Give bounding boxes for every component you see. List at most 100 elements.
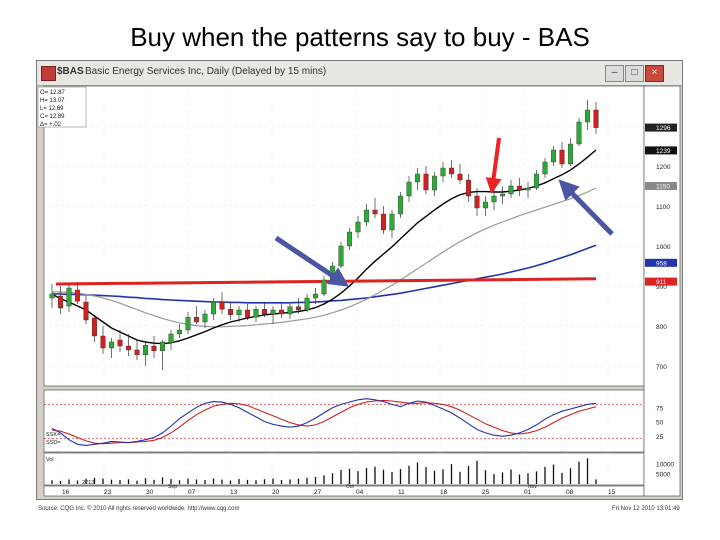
candle-body xyxy=(363,209,370,223)
window-ticker: $BAS xyxy=(57,66,84,77)
candle-body xyxy=(355,221,361,233)
price-badge xyxy=(645,182,677,190)
stochastic-tick-label: 25 xyxy=(656,434,664,441)
slide-title: Buy when the patterns say to buy - BAS xyxy=(130,22,590,52)
volume-bars xyxy=(51,458,597,484)
candle xyxy=(159,340,166,370)
candle-body xyxy=(151,345,157,352)
buy-arrow-right xyxy=(558,179,614,236)
candle xyxy=(550,146,557,166)
close-button[interactable]: × xyxy=(645,65,664,82)
ohlc-high: H= 13.07 xyxy=(40,98,65,104)
volume-tick-label: 10000 xyxy=(656,461,674,468)
candle-body xyxy=(567,143,574,165)
candle xyxy=(185,312,191,334)
candle-body xyxy=(219,301,225,310)
month-label: Oct xyxy=(346,484,354,490)
date-tick-label: 27 xyxy=(314,489,322,496)
date-tick-label: 30 xyxy=(146,489,154,496)
candle-body xyxy=(321,279,327,295)
candle xyxy=(533,170,540,190)
candle xyxy=(253,306,259,322)
price-badge xyxy=(645,146,677,155)
candle-body xyxy=(236,309,242,316)
candle xyxy=(210,298,217,320)
footer-timestamp: Fri Nov 12 2010 13:01:49 xyxy=(612,506,680,512)
candle xyxy=(49,284,55,308)
date-tick-label: 01 xyxy=(524,489,532,496)
month-label: Sep xyxy=(168,484,177,490)
candle-body xyxy=(125,345,132,351)
stochastic-label: SSK= xyxy=(46,432,60,438)
candle xyxy=(542,158,548,178)
candle xyxy=(363,204,370,226)
candle xyxy=(168,330,174,350)
candle xyxy=(567,138,574,166)
minimize-button[interactable]: – xyxy=(605,65,624,82)
candle xyxy=(482,196,489,216)
candle-body xyxy=(49,293,55,299)
candle-body xyxy=(74,289,81,302)
date-tick-label: 18 xyxy=(440,489,448,496)
candle xyxy=(465,174,472,202)
candle xyxy=(321,276,327,296)
footer-source: Source: CQG Inc. © 2010 All rights reser… xyxy=(38,506,240,512)
candle-body xyxy=(474,195,480,209)
candle xyxy=(431,172,438,196)
candle xyxy=(100,326,106,354)
candle-body xyxy=(397,195,404,215)
price-badge-label: 1150 xyxy=(656,184,670,191)
candle-body xyxy=(244,309,251,318)
stochastic-lines xyxy=(44,398,644,446)
candle-body xyxy=(159,341,166,352)
date-tick-label: 08 xyxy=(566,489,574,496)
candle xyxy=(312,288,319,304)
candle xyxy=(593,102,599,134)
candle xyxy=(236,306,242,322)
volume-value-label: 2213 xyxy=(82,480,94,486)
stochastic-slow-line xyxy=(51,399,597,445)
candle xyxy=(278,302,285,318)
candle-body xyxy=(210,301,217,315)
candle-body xyxy=(389,213,395,231)
candle-body xyxy=(542,161,548,175)
price-badge xyxy=(645,277,677,286)
candle xyxy=(108,338,115,358)
candle-body xyxy=(491,195,497,203)
candle-body xyxy=(193,317,200,323)
candle-body xyxy=(304,297,310,311)
date-tick-label: 04 xyxy=(356,489,364,496)
candle xyxy=(287,304,293,319)
candle xyxy=(91,316,98,342)
candle xyxy=(423,166,429,194)
candle-body xyxy=(414,173,421,183)
volume-label: Vol xyxy=(46,457,54,463)
candle-body xyxy=(499,193,506,197)
candle-body xyxy=(185,317,191,331)
price-badge xyxy=(645,123,677,132)
candle-body xyxy=(176,329,183,335)
candle xyxy=(338,242,344,268)
candle xyxy=(389,210,395,238)
window-title: Basic Energy Services Inc, Daily (Delaye… xyxy=(85,66,327,77)
candle xyxy=(414,168,421,190)
price-tick-label: 900 xyxy=(656,284,667,291)
volume-panel xyxy=(43,452,645,486)
price-tick-label: 1000 xyxy=(656,244,671,251)
date-tick-label: 16 xyxy=(62,489,70,496)
candle-body xyxy=(516,185,523,191)
axis-labels: 1300120011001000900800700162330071320270… xyxy=(46,123,677,496)
pattern-arrow-red xyxy=(485,137,502,194)
price-badge-label: 911 xyxy=(656,279,667,286)
candle xyxy=(66,284,72,312)
candle-body xyxy=(465,179,472,197)
candle-body xyxy=(508,185,514,195)
candle-body xyxy=(448,167,455,175)
window-titlebar[interactable]: $BAS Basic Energy Services Inc, Daily (D… xyxy=(37,61,682,86)
candle-body xyxy=(312,293,319,299)
candle-body xyxy=(525,187,531,191)
candle xyxy=(270,306,276,324)
maximize-button[interactable]: □ xyxy=(625,65,644,82)
candle-body xyxy=(66,287,72,307)
price-tick-label: 1100 xyxy=(656,204,670,211)
